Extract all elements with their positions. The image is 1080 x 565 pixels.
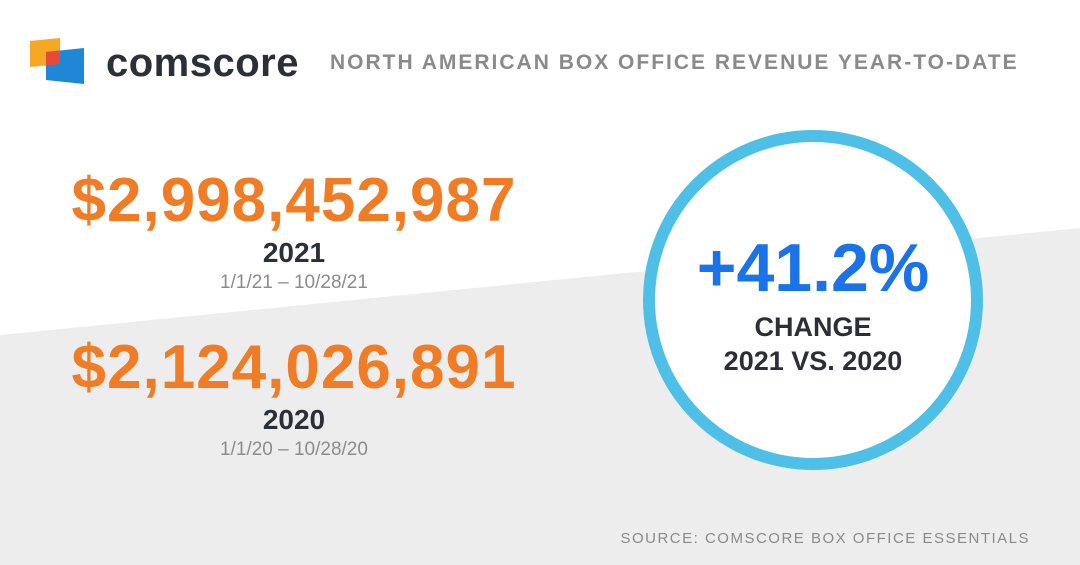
brand-name: comscore bbox=[106, 41, 299, 85]
revenue-amount: $2,124,026,891 bbox=[71, 333, 517, 402]
revenue-amount: $2,998,452,987 bbox=[71, 166, 517, 235]
change-label: CHANGE bbox=[754, 312, 872, 342]
date-range: 1/1/20 – 10/28/20 bbox=[220, 439, 368, 460]
date-range: 1/1/21 – 10/28/21 bbox=[220, 272, 368, 293]
source-note: SOURCE: COMSCORE BOX OFFICE ESSENTIALS bbox=[620, 530, 1030, 547]
comscore-logo-icon bbox=[30, 38, 84, 84]
revenue-year: 2021 bbox=[262, 237, 326, 268]
change-circle: +41.2% CHANGE 2021 VS. 2020 bbox=[643, 130, 983, 470]
change-comparison: 2021 VS. 2020 bbox=[723, 346, 903, 376]
revenue-year: 2020 bbox=[262, 404, 326, 435]
stat-2020: $2,124,026,891 2020 1/1/20 – 10/28/20 bbox=[24, 332, 564, 462]
page-title: NORTH AMERICAN BOX OFFICE REVENUE YEAR-T… bbox=[330, 51, 1019, 74]
stat-2021: $2,998,452,987 2021 1/1/21 – 10/28/21 bbox=[24, 165, 564, 295]
change-percent: +41.2% bbox=[696, 230, 930, 306]
